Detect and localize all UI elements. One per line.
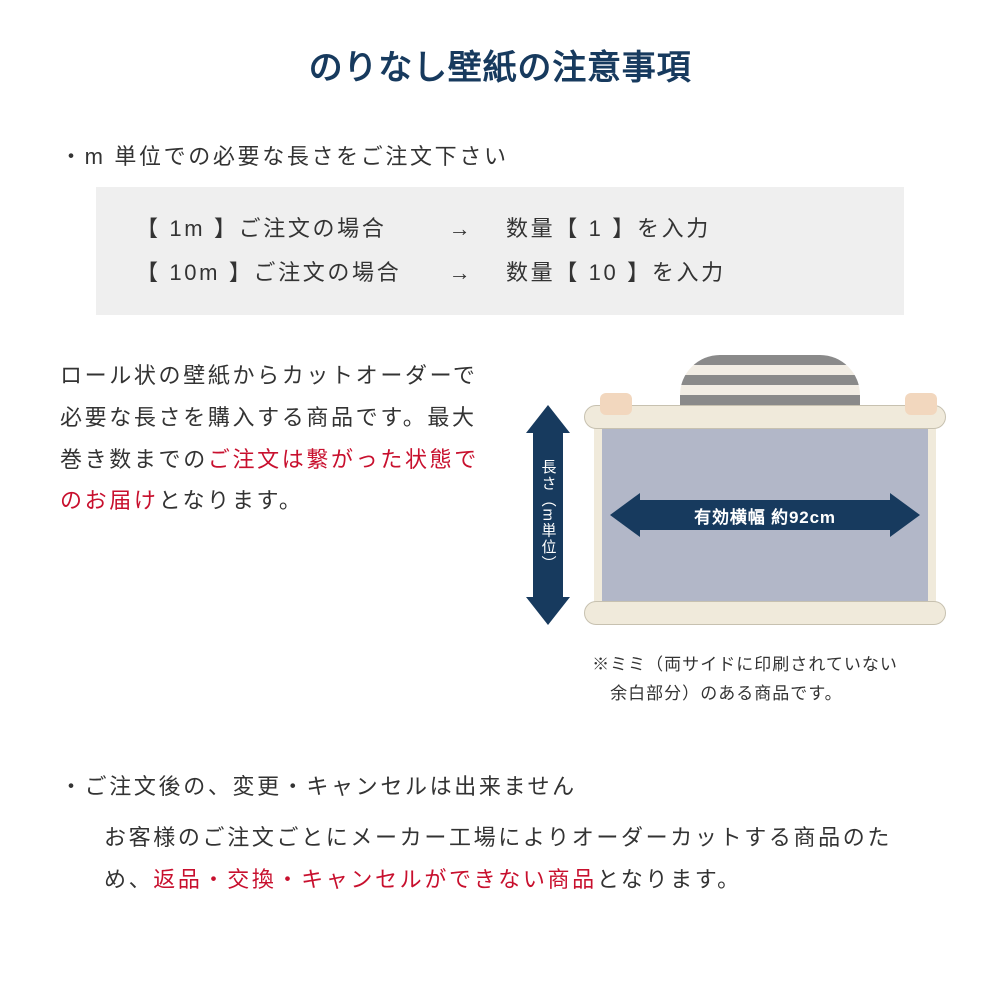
roll-top-edge [584,405,946,429]
title-text: のりなし壁紙の注意事項 [309,49,692,87]
horizontal-dimension-arrow: 有効横幅 約92cm [610,485,920,545]
arrow-right-icon: → [416,207,506,251]
row1-left: 【 1m 】ご注文の場合 [136,207,416,251]
section2-body: お客様のご注文ごとにメーカー工場によりオーダーカットする商品のため、返品・交換・… [60,817,940,901]
note-line2: 余白部分）のある商品です。 [592,684,843,703]
roll-bottom-edge [584,601,946,625]
arrow-right-icon [890,493,920,537]
vertical-dimension-arrow: 長さ（m単位） [520,405,576,625]
roll-explanation-section: ロール状の壁紙からカットオーダーで必要な長さを購入する商品です。最大巻き数までの… [60,355,940,709]
vertical-arrow-bar: 長さ（m単位） [533,433,563,597]
row2-right: 数量【 10 】を入力 [506,251,864,295]
vertical-arrow-label: 長さ（m単位） [538,459,559,572]
diagram-container: 長さ（m単位） 有効横幅 約92cm ※ミミ（両サイドに印刷されていない 余白部… [500,355,940,709]
arrow-right-icon: → [416,251,506,295]
row1-right: 数量【 1 】を入力 [506,207,864,251]
page-title: のりなし壁紙の注意事項 [60,40,940,89]
diagram-footnote: ※ミミ（両サイドに印刷されていない 余白部分）のある商品です。 [542,651,898,709]
arrow-left-icon [610,493,640,537]
example-row: 【 10m 】ご注文の場合 → 数量【 10 】を入力 [136,251,864,295]
quantity-example-box: 【 1m 】ご注文の場合 → 数量【 1 】を入力 【 10m 】ご注文の場合 … [96,187,904,315]
section1-bullet: ・m 単位での必要な長さをご注文下さい [60,139,940,171]
section2-emphasis: 返品・交換・キャンセルができない商品 [153,867,597,892]
midtext-part3: となります。 [159,488,304,513]
row2-left: 【 10m 】ご注文の場合 [136,251,416,295]
example-row: 【 1m 】ご注文の場合 → 数量【 1 】を入力 [136,207,864,251]
section2-part3: となります。 [597,867,742,892]
note-line1: ※ミミ（両サイドに印刷されていない [592,655,898,674]
hand-icon [600,393,632,415]
arrow-down-icon [526,597,570,625]
wallpaper-roll-diagram: 長さ（m単位） 有効横幅 約92cm [500,355,940,635]
horizontal-arrow-label: 有効横幅 約92cm [640,500,890,530]
roll-explanation-text: ロール状の壁紙からカットオーダーで必要な長さを購入する商品です。最大巻き数までの… [60,355,480,522]
section2-bullet: ・ご注文後の、変更・キャンセルは出来ません [60,769,940,801]
hand-icon [905,393,937,415]
arrow-up-icon [526,405,570,433]
